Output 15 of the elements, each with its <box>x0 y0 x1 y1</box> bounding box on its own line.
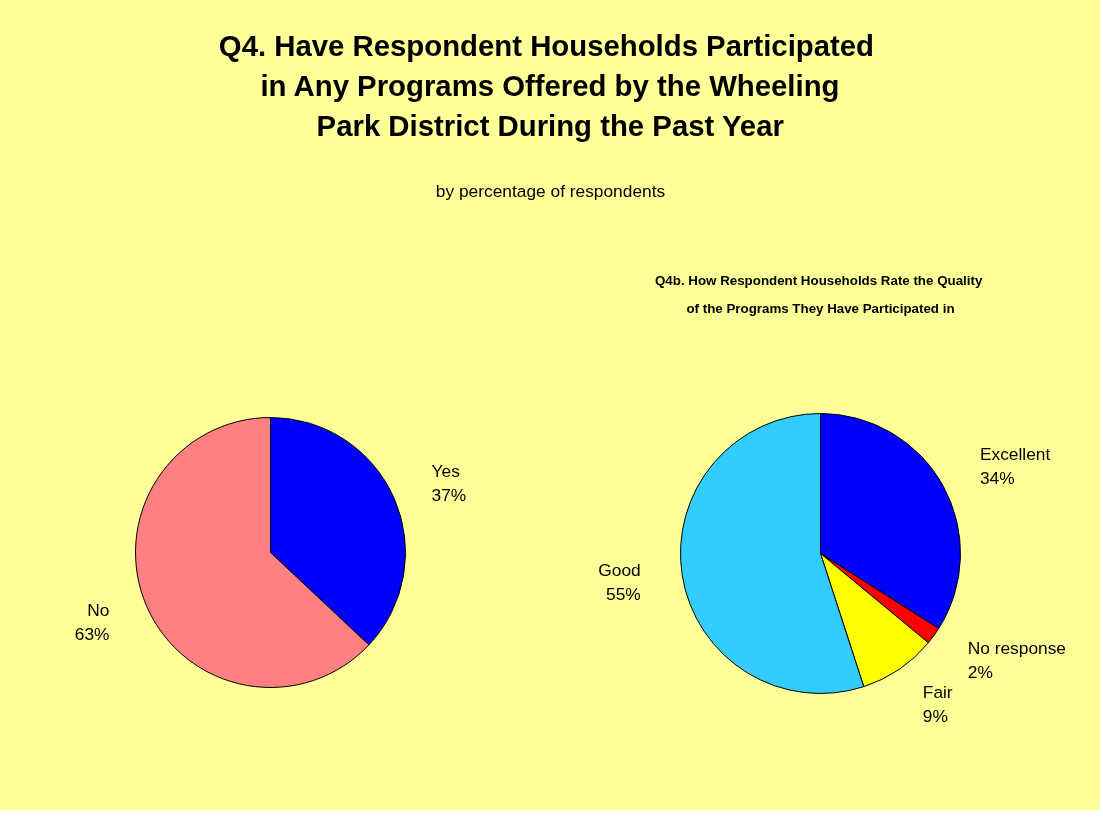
slice-label: Yes <box>431 460 461 481</box>
slice-label: Good <box>598 559 641 580</box>
slice-label: Fair <box>922 682 953 703</box>
data-label: 63% <box>74 624 110 645</box>
text: by percentage of respondents <box>435 180 666 201</box>
data-label: 2% <box>967 662 993 683</box>
data-label: 9% <box>922 706 948 727</box>
text: Q4. Have Respondent Households Participated in Any Programs Offered by the Wheeling Park District During the Past Year <box>218 29 875 142</box>
chart-title: Q4b. How Respondent Households Rate the Quality of the Programs They Have Participated in <box>654 273 983 316</box>
data-label: 37% <box>431 484 467 505</box>
data-label: 55% <box>606 583 641 604</box>
slice-label: Excellent <box>979 443 1051 464</box>
slice-label: No <box>87 600 110 621</box>
data-label: 34% <box>979 467 1015 488</box>
slice-label: No response <box>967 638 1066 659</box>
